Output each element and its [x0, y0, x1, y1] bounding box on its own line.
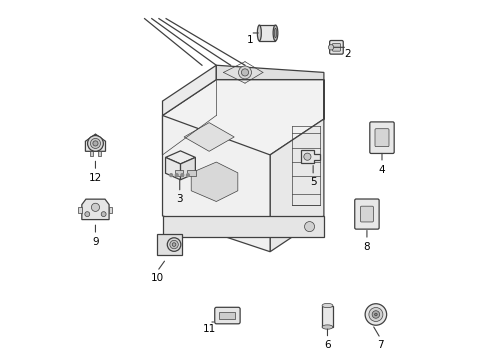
Text: 3: 3	[176, 194, 183, 204]
Polygon shape	[180, 157, 196, 180]
Polygon shape	[166, 151, 196, 164]
FancyBboxPatch shape	[361, 206, 373, 222]
Text: 2: 2	[344, 49, 350, 59]
Polygon shape	[270, 80, 324, 252]
Circle shape	[85, 212, 90, 217]
Circle shape	[167, 238, 181, 251]
FancyBboxPatch shape	[375, 129, 389, 147]
Polygon shape	[163, 80, 324, 155]
Ellipse shape	[322, 303, 333, 308]
Circle shape	[304, 153, 311, 160]
Circle shape	[369, 307, 383, 321]
Text: 8: 8	[364, 242, 370, 252]
FancyBboxPatch shape	[215, 307, 240, 324]
Text: 7: 7	[377, 340, 384, 350]
Polygon shape	[163, 65, 216, 116]
Circle shape	[88, 135, 103, 151]
Polygon shape	[78, 207, 82, 213]
Circle shape	[175, 174, 178, 176]
Circle shape	[181, 174, 184, 176]
Circle shape	[187, 174, 189, 176]
Circle shape	[170, 174, 172, 176]
Polygon shape	[109, 207, 113, 213]
Circle shape	[101, 212, 106, 217]
Ellipse shape	[257, 25, 261, 41]
Polygon shape	[216, 65, 324, 80]
Polygon shape	[90, 151, 93, 156]
Polygon shape	[85, 134, 105, 151]
Polygon shape	[184, 123, 234, 151]
Text: 1: 1	[247, 35, 254, 45]
Circle shape	[242, 69, 248, 76]
Circle shape	[239, 66, 251, 79]
Polygon shape	[163, 216, 324, 237]
FancyBboxPatch shape	[219, 312, 235, 319]
FancyBboxPatch shape	[370, 122, 394, 153]
FancyBboxPatch shape	[175, 170, 183, 176]
Circle shape	[91, 138, 100, 148]
Circle shape	[372, 311, 380, 318]
FancyBboxPatch shape	[330, 41, 343, 54]
Polygon shape	[157, 234, 182, 255]
Circle shape	[328, 45, 334, 50]
Circle shape	[365, 304, 387, 325]
Circle shape	[172, 243, 176, 246]
Polygon shape	[322, 306, 333, 327]
Text: 5: 5	[310, 177, 317, 188]
Ellipse shape	[273, 25, 278, 41]
FancyBboxPatch shape	[355, 199, 379, 229]
Polygon shape	[82, 199, 109, 220]
Text: 11: 11	[202, 324, 216, 334]
Text: 10: 10	[150, 273, 164, 283]
Polygon shape	[98, 151, 101, 156]
Circle shape	[93, 141, 98, 146]
Polygon shape	[191, 162, 238, 202]
Polygon shape	[259, 25, 275, 41]
Ellipse shape	[322, 325, 333, 329]
Text: 4: 4	[379, 165, 385, 175]
Polygon shape	[301, 150, 320, 163]
Circle shape	[91, 203, 99, 211]
Circle shape	[170, 240, 178, 249]
Text: 12: 12	[89, 173, 102, 183]
Polygon shape	[163, 116, 270, 252]
FancyBboxPatch shape	[333, 44, 341, 51]
Text: 9: 9	[92, 237, 99, 247]
Circle shape	[304, 222, 315, 231]
Text: 6: 6	[324, 340, 331, 350]
FancyBboxPatch shape	[187, 170, 196, 176]
Polygon shape	[166, 157, 180, 180]
Circle shape	[374, 313, 377, 316]
Ellipse shape	[274, 28, 277, 38]
